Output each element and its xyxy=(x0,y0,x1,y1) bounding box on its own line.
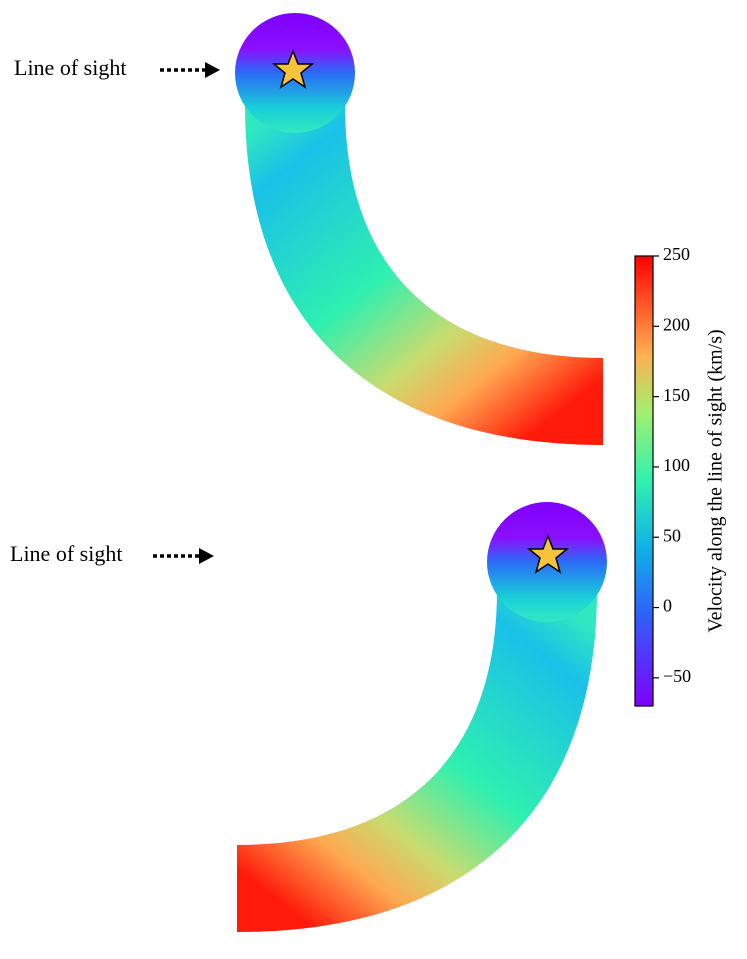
colorbar: Velocity along the line of sight (km/s) … xyxy=(634,244,727,707)
arrowhead xyxy=(205,62,220,78)
tick-label: 150 xyxy=(663,385,690,405)
tick-label: 200 xyxy=(663,314,690,334)
annotation: Line of sight xyxy=(10,541,122,566)
star xyxy=(526,533,570,574)
tick-label: 0 xyxy=(663,596,672,616)
colorbar-body xyxy=(634,255,654,707)
annotation: Line of sight xyxy=(14,55,126,80)
stream-tube xyxy=(245,105,603,445)
tick-label: 100 xyxy=(663,455,690,475)
star xyxy=(271,48,315,89)
arrowhead xyxy=(199,548,214,564)
tick-label: 50 xyxy=(663,525,681,545)
colorbar-label: Velocity along the line of sight (km/s) xyxy=(705,329,727,632)
tick-label: 250 xyxy=(663,244,690,264)
bottom-stream: Line of sight xyxy=(10,502,607,932)
tick-label: −50 xyxy=(663,666,691,686)
top-stream: Line of sight xyxy=(14,13,603,445)
stream-tube xyxy=(237,590,597,932)
